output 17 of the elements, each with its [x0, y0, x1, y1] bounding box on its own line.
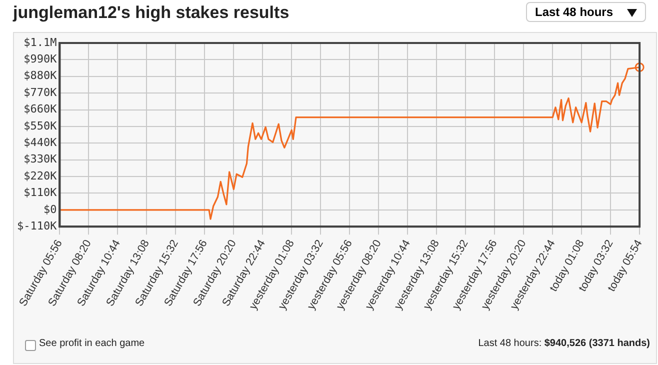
chart-title: jungleman12's high stakes results [13, 3, 290, 23]
y-tick-label: $330K [24, 152, 58, 166]
y-tick-label: $440K [24, 136, 58, 150]
text: Last 48 hours: [478, 338, 542, 349]
y-tick-label: $880K [24, 69, 58, 82]
y-tick-label: $660K [24, 102, 58, 116]
y-tick-label: $-110K [16, 219, 58, 232]
y-tick-label: $550K [24, 119, 58, 132]
text: $940,526 (3371 hands) [544, 338, 650, 349]
y-tick-label: $220K [24, 169, 58, 182]
y-tick-label: $770K [24, 86, 58, 99]
text: See profit in each game [39, 338, 145, 349]
y-tick-label: $1.1M [24, 36, 58, 49]
y-tick-label: $0 [43, 202, 57, 216]
text: Last 48 hours [535, 5, 614, 19]
y-tick-label: $110K [24, 186, 58, 200]
y-tick-label: $990K [24, 52, 58, 66]
